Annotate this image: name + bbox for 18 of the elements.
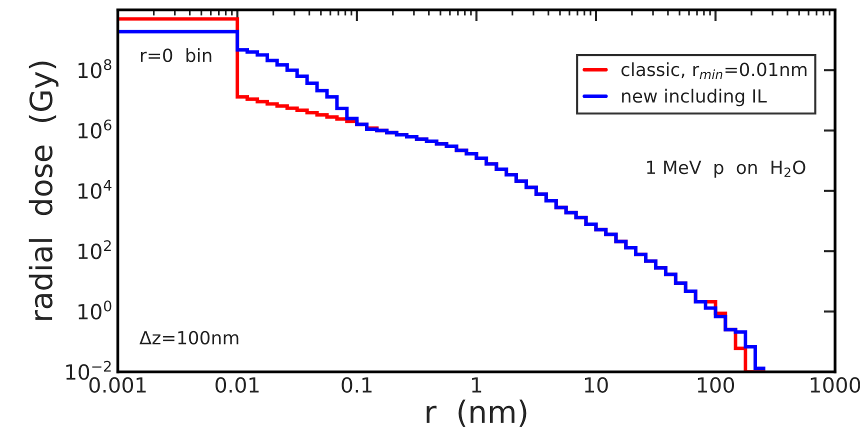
x-tick-label: 100 [698,377,734,393]
x-tick-label: 1 [472,377,482,393]
y-tick-label: 10$^{2}$ [78,240,111,260]
x-tick-label: 0.1 [342,377,372,393]
y-tick-label: 10$^{4}$ [78,180,112,199]
annotation: 1 MeV p on H$_{2}$O [647,160,806,178]
x-tick-label: 0.01 [216,377,259,393]
y-tick-label: 10$^{8}$ [78,59,112,78]
legend-label: new including IL [622,88,767,106]
x-tick-label: 10 [585,377,608,393]
annotation: r=0 bin [140,48,212,62]
x-axis-title: r (nm) [426,400,526,427]
x-tick-label: 1000 [810,377,860,393]
y-tick-label: 10$^{0}$ [78,300,112,320]
y-axis-title: radial dose (Gy) [28,62,58,320]
legend-label: classic, r$_{min}$=0.01nm [621,62,806,79]
annotation: Δz=100nm [139,330,238,344]
y-tick-label: 10$^{6}$ [78,119,112,139]
